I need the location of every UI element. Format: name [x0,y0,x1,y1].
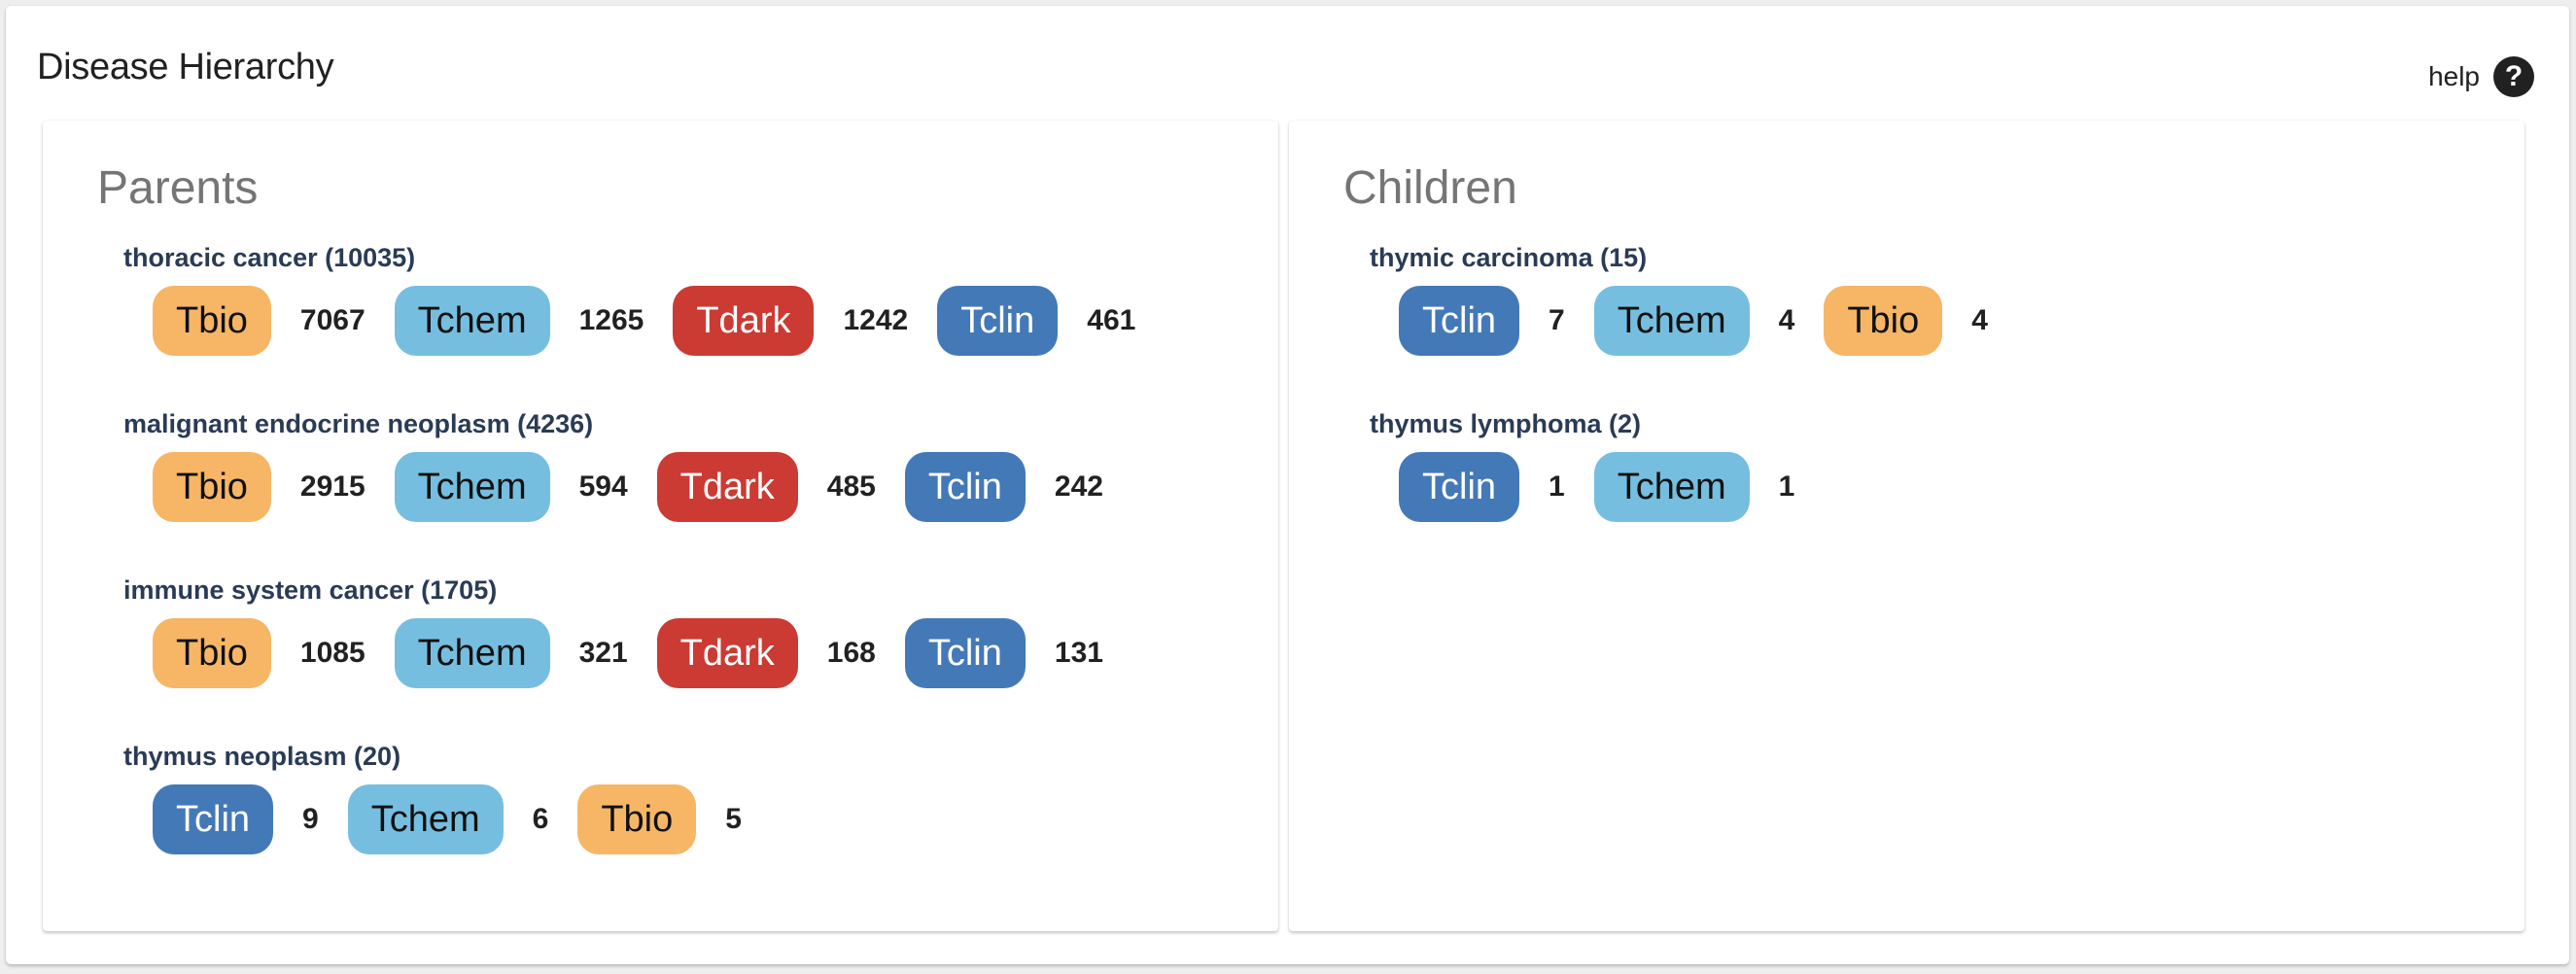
disease-item: thymus neoplasm (20) Tclin 9 Tchem 6 Tbi… [123,740,1165,906]
disease-item: immune system cancer (1705) Tbio 1085 Tc… [123,574,1165,740]
tdl-chips: Tbio 7067 Tchem 1265 Tdark 1242 Tclin 46… [153,286,1165,356]
question-circle-icon[interactable]: ? [2493,56,2534,97]
card-title: Disease Hierarchy [37,47,334,87]
children-list: thymic carcinoma (15) Tclin 7 Tchem 4 Tb… [1370,241,2017,574]
disease-name[interactable]: thoracic cancer (10035) [123,243,416,272]
tdl-chip[interactable]: Tchem [347,784,504,854]
tdl-count: 7067 [299,304,366,336]
tdl-chip[interactable]: Tdark [673,286,815,356]
disease-item: malignant endocrine neoplasm (4236) Tbio… [123,407,1165,574]
tdl-count: 461 [1087,304,1136,336]
tdl-chip[interactable]: Tdark [656,618,798,688]
disease-item: thymus lymphoma (2) Tclin 1 Tchem 1 [1370,407,2017,574]
parents-panel: Parents thoracic cancer (10035) Tbio 706… [43,121,1278,931]
tdl-chip[interactable]: Tclin [1399,286,1520,356]
tdl-chips: Tbio 1085 Tchem 321 Tdark 168 Tclin 131 [153,618,1165,688]
disease-hierarchy-card: Disease Hierarchy help ? Parents thoraci… [6,6,2569,964]
tdl-chip[interactable]: Tchem [1593,452,1750,522]
help-label: help [2428,61,2480,91]
tdl-chip[interactable]: Tclin [937,286,1059,356]
help-button[interactable]: help ? [2428,54,2534,99]
disease-name[interactable]: malignant endocrine neoplasm (4236) [123,409,594,438]
tdl-chips: Tclin 1 Tchem 1 [1399,452,2017,522]
tdl-chips: Tclin 9 Tchem 6 Tbio 5 [153,784,1165,854]
tdl-chip[interactable]: Tbio [153,452,271,522]
tdl-count: 1242 [843,304,909,336]
tdl-count: 485 [826,470,876,503]
tdl-chip[interactable]: Tbio [153,286,271,356]
tdl-chip[interactable]: Tbio [153,618,271,688]
tdl-chips: Tclin 7 Tchem 4 Tbio 4 [1399,286,2017,356]
disease-name[interactable]: immune system cancer (1705) [123,575,498,605]
tdl-count: 1085 [299,637,366,669]
tdl-chip[interactable]: Tchem [394,452,550,522]
tdl-count: 9 [302,803,319,835]
tdl-count: 321 [578,637,628,669]
tdl-chip[interactable]: Tclin [904,618,1026,688]
tdl-count: 4 [1971,304,1988,336]
tdl-chips: Tbio 2915 Tchem 594 Tdark 485 Tclin 242 [153,452,1165,522]
tdl-chip[interactable]: Tchem [394,618,550,688]
tdl-chip[interactable]: Tbio [577,784,697,854]
disease-item: thymic carcinoma (15) Tclin 7 Tchem 4 Tb… [1370,241,2017,407]
tdl-count: 4 [1778,304,1795,336]
parents-list: thoracic cancer (10035) Tbio 7067 Tchem … [123,241,1165,906]
tdl-count: 7 [1549,304,1565,336]
tdl-chip[interactable]: Tbio [1824,286,1943,356]
tdl-count: 242 [1054,470,1103,503]
tdl-count: 131 [1054,637,1103,669]
tdl-count: 2915 [299,470,366,503]
tdl-count: 1 [1549,470,1565,503]
disease-item: thoracic cancer (10035) Tbio 7067 Tchem … [123,241,1165,407]
tdl-count: 1 [1778,470,1795,503]
tdl-chip[interactable]: Tclin [1399,452,1520,522]
children-panel: Children thymic carcinoma (15) Tclin 7 T… [1289,121,2524,931]
parents-title: Parents [97,162,259,214]
tdl-count: 5 [725,803,742,835]
children-title: Children [1343,162,1517,214]
tdl-chip[interactable]: Tchem [394,286,550,356]
tdl-chip[interactable]: Tdark [656,452,798,522]
disease-name[interactable]: thymic carcinoma (15) [1370,243,1648,272]
tdl-chip[interactable]: Tchem [1593,286,1750,356]
tdl-count: 594 [578,470,628,503]
tdl-count: 168 [826,637,876,669]
disease-name[interactable]: thymus lymphoma (2) [1370,409,1642,438]
disease-name[interactable]: thymus neoplasm (20) [123,742,401,771]
tdl-chip[interactable]: Tclin [153,784,274,854]
tdl-count: 6 [532,803,549,835]
tdl-count: 1265 [578,304,644,336]
tdl-chip[interactable]: Tclin [904,452,1026,522]
